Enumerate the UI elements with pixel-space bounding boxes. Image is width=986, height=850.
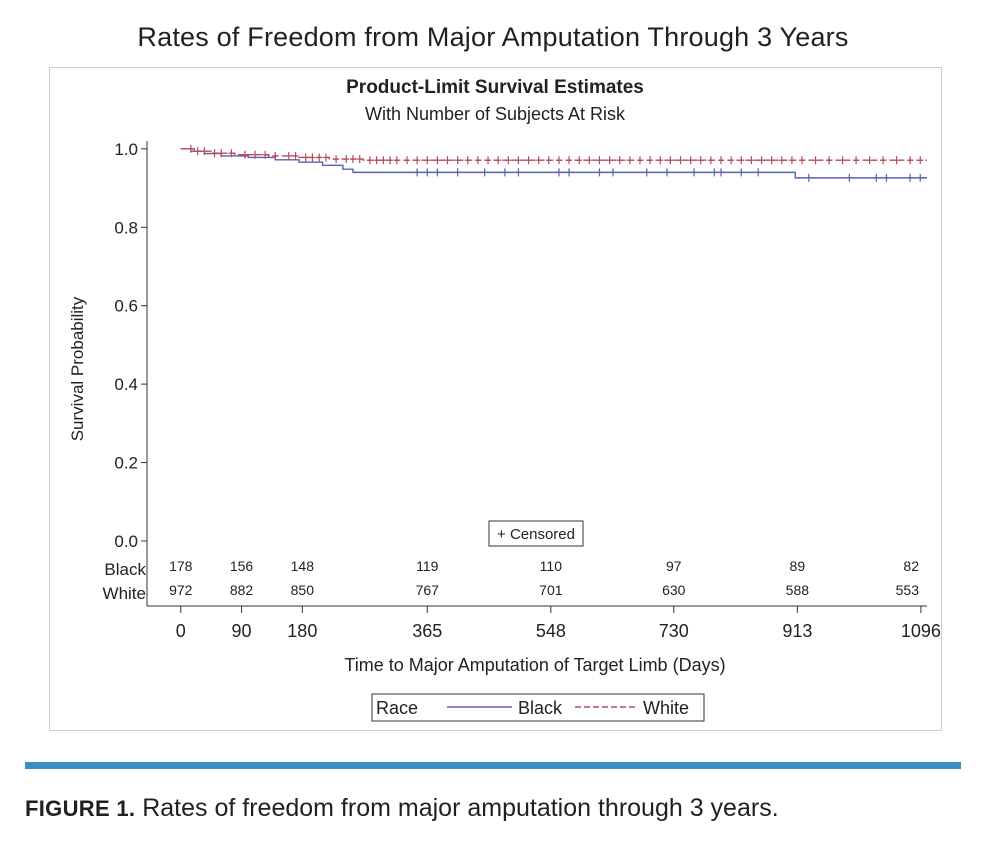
censored-legend-label: + Censored [497, 526, 575, 543]
caption-rule [25, 762, 961, 769]
x-tick-label: 1096 [901, 621, 941, 641]
at-risk-count: 767 [416, 582, 440, 598]
at-risk-count: 156 [230, 558, 254, 574]
at-risk-row-label: Black [104, 560, 146, 579]
x-tick-label: 365 [412, 621, 442, 641]
legend-label-white: White [643, 698, 689, 718]
chart-subtitle: With Number of Subjects At Risk [365, 104, 626, 124]
caption-text: Rates of freedom from major amputation t… [135, 794, 779, 822]
figure-caption: FIGURE 1. Rates of freedom from major am… [25, 794, 779, 823]
at-risk-count: 82 [903, 558, 919, 574]
page-title: Rates of Freedom from Major Amputation T… [137, 22, 849, 52]
x-tick-label: 0 [176, 621, 186, 641]
at-risk-count: 178 [169, 558, 193, 574]
at-risk-count: 148 [291, 558, 315, 574]
y-tick-label: 0.4 [114, 375, 138, 394]
x-tick-label: 913 [782, 621, 812, 641]
legend-label-black: Black [518, 698, 563, 718]
x-axis-label: Time to Major Amputation of Target Limb … [344, 655, 725, 675]
at-risk-count: 89 [790, 558, 806, 574]
at-risk-count: 97 [666, 558, 682, 574]
km-plot: Product-Limit Survival Estimates With Num… [68, 77, 941, 722]
at-risk-count: 850 [291, 582, 315, 598]
at-risk-count: 630 [662, 582, 686, 598]
at-risk-count: 553 [896, 582, 920, 598]
x-tick-label: 730 [659, 621, 689, 641]
figure-frame: Product-Limit Survival Estimates With Num… [49, 67, 942, 731]
at-risk-row-label: White [103, 584, 146, 603]
x-tick-label: 90 [232, 621, 252, 641]
y-tick-label: 0.8 [114, 218, 138, 237]
caption-label: FIGURE 1. [25, 796, 136, 821]
y-tick-label: 1.0 [114, 140, 138, 159]
legend-box [371, 693, 705, 722]
at-risk-count: 110 [540, 558, 563, 574]
at-risk-count: 882 [230, 582, 254, 598]
at-risk-count: 972 [169, 582, 193, 598]
chart-title: Product-Limit Survival Estimates [346, 77, 644, 98]
at-risk-count: 701 [539, 582, 563, 598]
censored-legend-box [488, 520, 584, 547]
at-risk-count: 588 [786, 582, 810, 598]
y-tick-label: 0.6 [114, 297, 138, 316]
y-axis-label: Survival Probability [68, 296, 87, 441]
legend-title: Race [376, 698, 418, 718]
x-tick-label: 548 [536, 621, 566, 641]
y-tick-label: 0.0 [114, 532, 138, 551]
y-tick-label: 0.2 [114, 454, 138, 473]
at-risk-count: 119 [416, 558, 439, 574]
x-tick-label: 180 [287, 621, 317, 641]
